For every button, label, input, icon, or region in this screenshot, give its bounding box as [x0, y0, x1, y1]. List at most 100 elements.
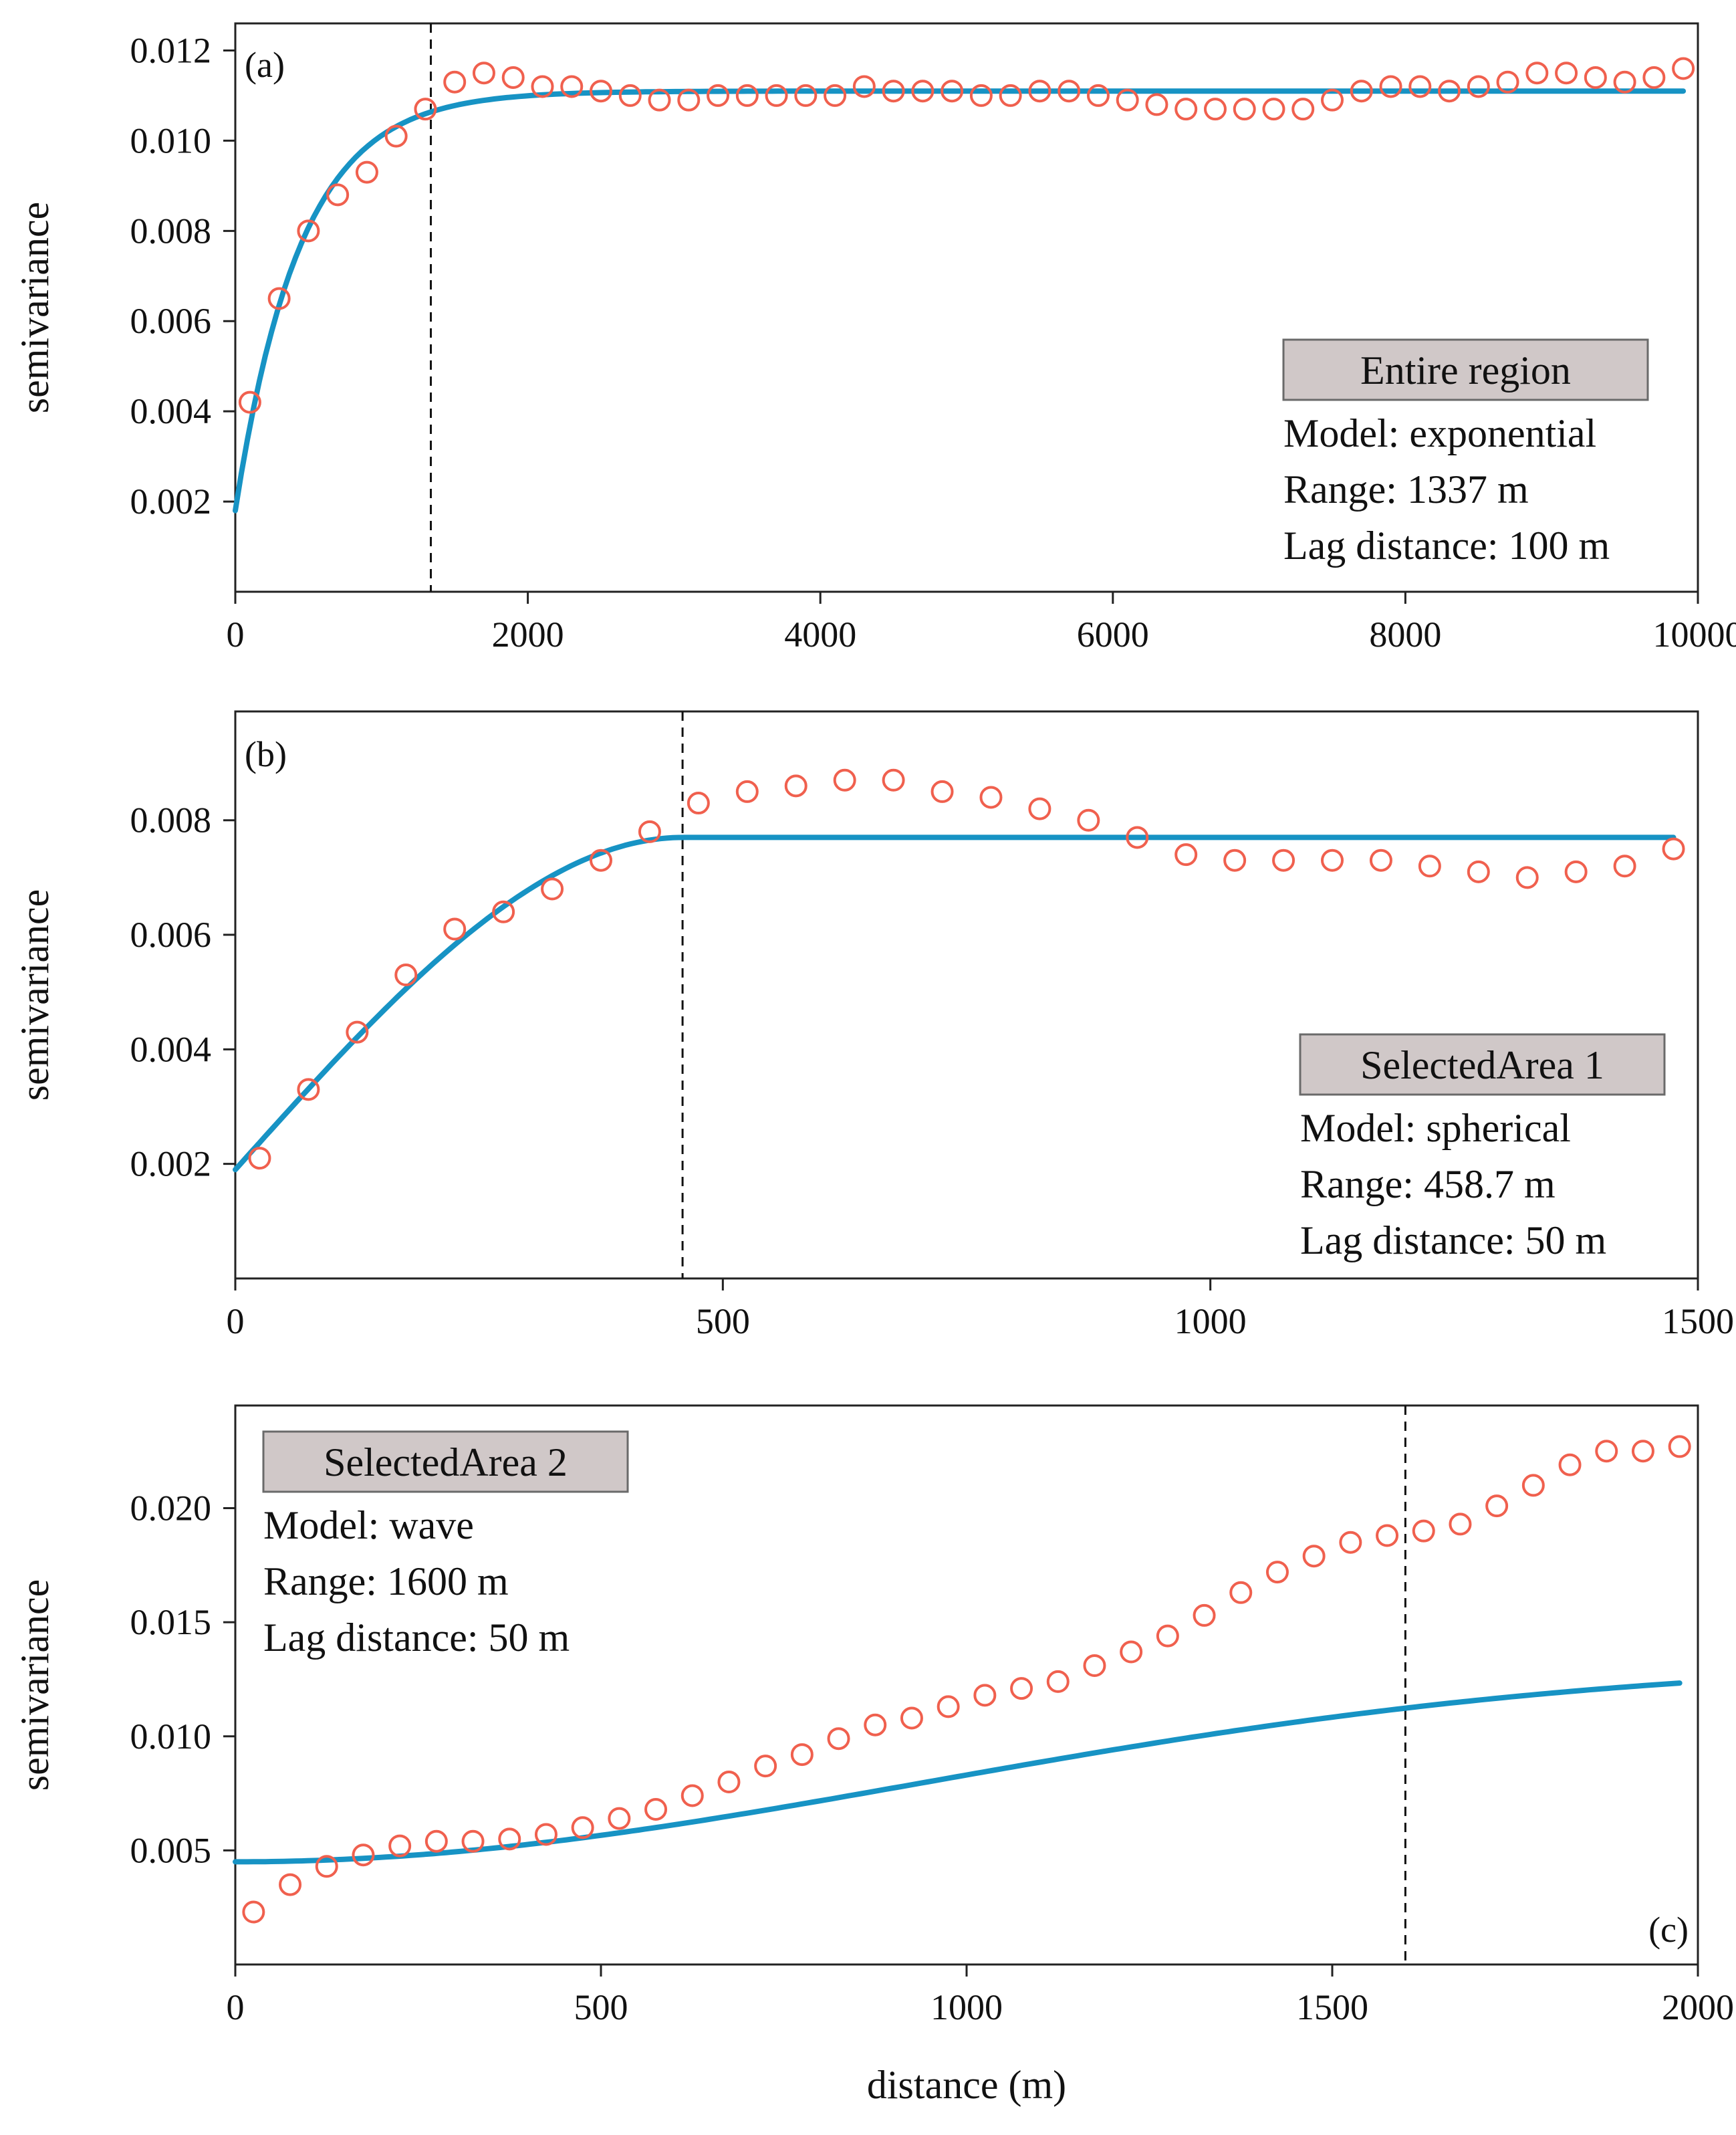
data-point: [677, 88, 701, 112]
data-point: [1028, 80, 1051, 103]
data-point: [1174, 843, 1198, 867]
data-point: [297, 219, 320, 243]
data-point: [937, 1695, 960, 1718]
data-point: [707, 84, 730, 107]
x-tick-label: 500: [696, 1301, 750, 1341]
data-point: [355, 160, 378, 184]
data-point: [1515, 866, 1539, 889]
x-tick-label: 2000: [1662, 1987, 1734, 2027]
data-point: [1321, 849, 1344, 872]
data-point: [590, 80, 612, 103]
data-point: [794, 84, 818, 107]
data-point: [1083, 1654, 1106, 1677]
data-point: [242, 1900, 265, 1924]
data-point: [297, 1078, 320, 1101]
data-point: [1145, 93, 1168, 116]
data-point: [833, 768, 856, 792]
panel-c: 0 500 1000 1500 2000 0.005 0.010 0.015 0.020 semi…: [13, 1404, 1734, 2107]
data-point: [1010, 1677, 1033, 1700]
info-line: Model: exponential: [1283, 411, 1596, 455]
y-axis-title: semivariance: [13, 202, 57, 414]
data-point: [735, 84, 759, 107]
data-point: [999, 84, 1022, 107]
data-point: [1408, 75, 1432, 98]
data-point: [443, 917, 467, 941]
data-point: [969, 84, 993, 107]
data-point: [638, 820, 661, 843]
data-point: [541, 877, 564, 901]
y-axis-title: semivariance: [13, 1579, 57, 1791]
data-point: [279, 1873, 302, 1896]
data-point: [443, 70, 467, 94]
data-point: [1339, 1531, 1362, 1554]
model-curve: [233, 88, 1687, 514]
plot-frame: [234, 22, 1699, 593]
x-tick-label: 4000: [784, 614, 856, 655]
data-point: [424, 1829, 448, 1853]
data-point: [1174, 98, 1198, 121]
y-axis-title: semivariance: [13, 889, 57, 1101]
panel-label: (b): [245, 734, 287, 774]
data-point: [973, 1684, 997, 1707]
data-point: [608, 1807, 631, 1830]
data-point: [1525, 62, 1549, 85]
x-tick-label: 1000: [931, 1987, 1003, 2027]
info-line: Range: 1337 m: [1283, 467, 1529, 512]
x-tick-label: 500: [574, 1987, 628, 2027]
y-tick-label: 0.002: [130, 481, 212, 522]
data-point: [1613, 70, 1636, 94]
data-point: [735, 780, 759, 803]
model-curve: [233, 834, 1677, 1173]
y-tick-label: 0.004: [130, 391, 212, 431]
info-line: Lag distance: 100 m: [1283, 524, 1610, 568]
y-tick-label: 0.012: [130, 30, 212, 70]
data-point: [765, 84, 788, 107]
data-point: [931, 780, 954, 803]
data-point: [388, 1834, 412, 1858]
data-point: [1120, 1640, 1143, 1664]
y-tick-label: 0.008: [130, 800, 212, 840]
data-point: [1449, 1512, 1472, 1536]
x-tick-label: 6000: [1077, 614, 1149, 655]
x-tick-label: 1500: [1662, 1301, 1734, 1341]
data-point: [1229, 1581, 1253, 1604]
data-point: [1672, 57, 1695, 80]
data-point: [1467, 860, 1490, 883]
data-point: [941, 80, 964, 103]
x-tick-label: 1500: [1296, 1987, 1368, 2027]
data-point: [1613, 855, 1636, 878]
data-point: [911, 80, 935, 103]
y-tick-label: 0.006: [130, 301, 212, 341]
data-point: [1555, 62, 1578, 85]
data-point: [1496, 70, 1519, 94]
data-point: [1233, 98, 1256, 121]
x-tick-label: 1000: [1174, 1301, 1247, 1341]
data-point: [1418, 855, 1441, 878]
data-point: [1631, 1440, 1654, 1463]
data-point: [315, 1855, 338, 1878]
data-point: [687, 792, 710, 815]
info-title: SelectedArea 1: [1360, 1043, 1604, 1087]
data-point: [1058, 80, 1081, 103]
x-tick-label: 10000: [1653, 614, 1736, 655]
data-point: [618, 84, 642, 107]
data-point: [238, 390, 261, 414]
data-point: [492, 900, 515, 923]
info-title-box: [1282, 338, 1649, 401]
info-line: Lag distance: 50 m: [263, 1615, 570, 1660]
info-line: Model: spherical: [1300, 1106, 1571, 1150]
data-point: [267, 287, 291, 310]
data-point: [680, 1784, 704, 1807]
info-line: Model: wave: [263, 1503, 474, 1547]
data-point: [1438, 80, 1461, 103]
data-point: [1302, 1545, 1326, 1568]
data-point: [979, 786, 1003, 809]
data-point: [560, 75, 584, 98]
data-point: [824, 84, 847, 107]
data-point: [852, 75, 876, 98]
data-point: [754, 1755, 777, 1778]
data-point: [1028, 797, 1051, 820]
data-point: [590, 849, 612, 872]
data-point: [1156, 1624, 1179, 1648]
